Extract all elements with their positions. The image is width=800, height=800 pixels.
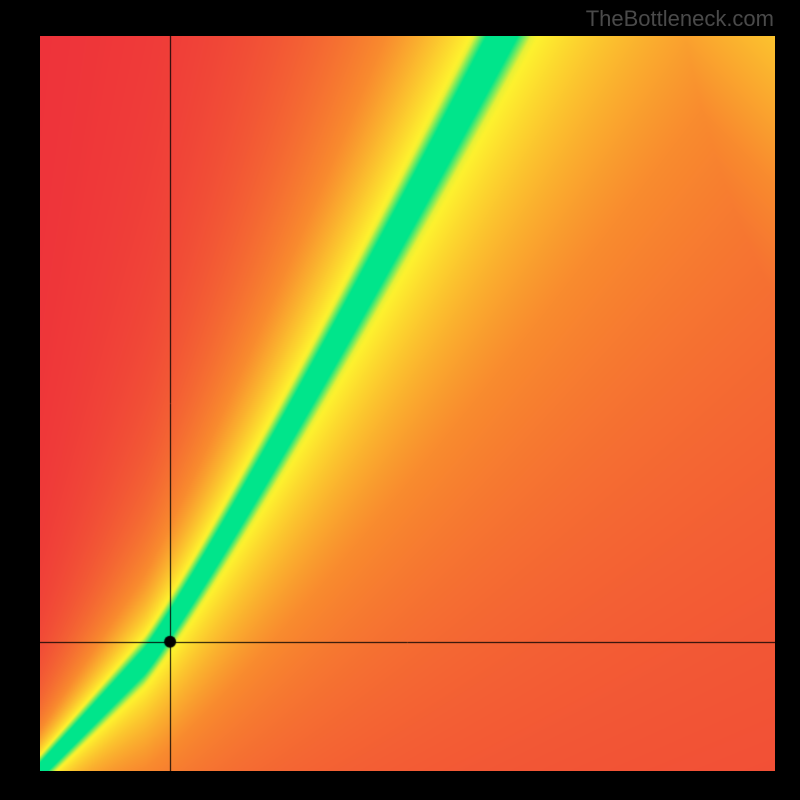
heatmap-plot — [40, 36, 775, 771]
chart-container: TheBottleneck.com — [0, 0, 800, 800]
watermark-text: TheBottleneck.com — [586, 6, 774, 32]
heatmap-canvas — [40, 36, 775, 771]
